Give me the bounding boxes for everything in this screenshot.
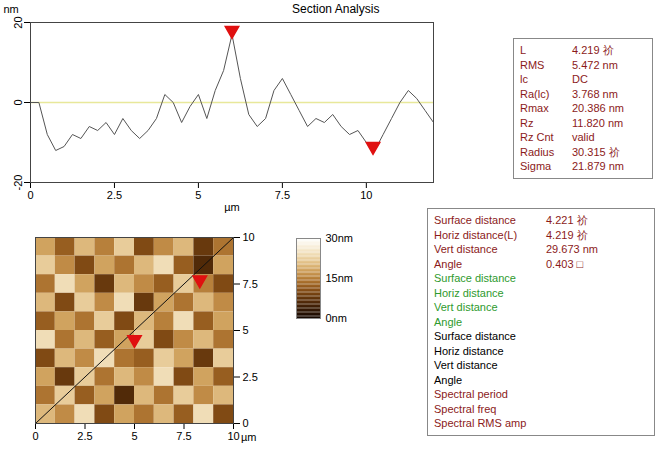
html-text:Spectral RMS amp: Spectral RMS amp — [434, 417, 527, 429]
svg-text:30nm: 30nm — [326, 232, 354, 244]
svg-text:µm: µm — [224, 201, 240, 213]
html-text:4.219 祄: 4.219 祄 — [572, 44, 614, 56]
html-text:lc: lc — [520, 73, 528, 85]
svg-text:20: 20 — [12, 16, 24, 28]
svg-text:nm: nm — [4, 3, 19, 15]
html-text:DC: DC — [572, 73, 588, 85]
svg-text:2.5: 2.5 — [77, 430, 92, 442]
html-text:Surface distance: Surface distance — [434, 330, 516, 342]
html-text:Section Analysis: Section Analysis — [292, 2, 380, 16]
html-text:Ra(lc): Ra(lc) — [520, 87, 550, 100]
html-text:Angle: Angle — [434, 373, 463, 386]
html-text:3.768 nm: 3.768 nm — [572, 87, 618, 100]
html-text:Vert distance: Vert distance — [434, 243, 498, 255]
svg-text:7.5: 7.5 — [275, 189, 290, 201]
html-text:4.219 祄: 4.219 祄 — [546, 228, 588, 241]
svg-text:0: 0 — [243, 417, 249, 429]
svg-text:0nm: 0nm — [326, 312, 347, 324]
svg-text:5: 5 — [131, 430, 137, 442]
svg-text:10: 10 — [243, 231, 255, 243]
html-text:5.472 nm: 5.472 nm — [572, 58, 618, 71]
html-text:Spectral period: Spectral period — [434, 388, 508, 400]
html-text:Radius: Radius — [520, 145, 555, 158]
svg-text:-20: -20 — [12, 175, 24, 191]
html-text:Rmax: Rmax — [520, 102, 549, 114]
svg-text:7.5: 7.5 — [243, 278, 258, 290]
svg-text:7.5: 7.5 — [176, 430, 191, 442]
html-text:valid: valid — [572, 131, 595, 143]
html-text:Horiz distance: Horiz distance — [434, 344, 504, 357]
html-text:Angle: Angle — [434, 257, 463, 270]
svg-text:10: 10 — [227, 430, 239, 442]
svg-text:2.5: 2.5 — [107, 189, 122, 201]
html-text:21.879 nm: 21.879 nm — [572, 160, 624, 172]
html-text:Horiz distance(L): Horiz distance(L) — [434, 228, 518, 241]
html-text:Rz Cnt: Rz Cnt — [520, 131, 554, 143]
html-text:Sigma: Sigma — [520, 160, 552, 172]
html-text:Horiz distance: Horiz distance — [434, 286, 504, 299]
svg-text:10: 10 — [360, 189, 372, 201]
html-text:Vert distance: Vert distance — [434, 359, 498, 371]
html-text:L: L — [520, 44, 527, 56]
html-text:11.820 nm: 11.820 nm — [572, 116, 624, 129]
svg-text:2.5: 2.5 — [243, 371, 258, 383]
html-text:20.386 nm: 20.386 nm — [572, 102, 624, 114]
svg-text:0: 0 — [32, 430, 38, 442]
html-text:0.403 □: 0.403 □ — [546, 257, 584, 270]
html-text:Surface distance: Surface distance — [434, 214, 516, 226]
html-text:Spectral freq: Spectral freq — [434, 402, 497, 415]
html-text:Rz: Rz — [520, 116, 534, 129]
svg-text:5: 5 — [195, 189, 201, 201]
html-text:Angle: Angle — [434, 315, 463, 328]
svg-text:5: 5 — [243, 324, 249, 336]
html-text:Surface distance: Surface distance — [434, 272, 516, 284]
html-text:Vert distance: Vert distance — [434, 301, 498, 313]
html-text:4.221 祄: 4.221 祄 — [546, 214, 588, 226]
html-text:RMS: RMS — [520, 58, 545, 71]
html-text:µm: µm — [241, 431, 257, 443]
svg-text:0: 0 — [27, 189, 33, 201]
svg-text:15nm: 15nm — [326, 272, 354, 284]
html-text:29.673 nm: 29.673 nm — [546, 243, 598, 255]
svg-text:0: 0 — [12, 99, 24, 105]
html-text:30.315 祄: 30.315 祄 — [572, 145, 620, 158]
